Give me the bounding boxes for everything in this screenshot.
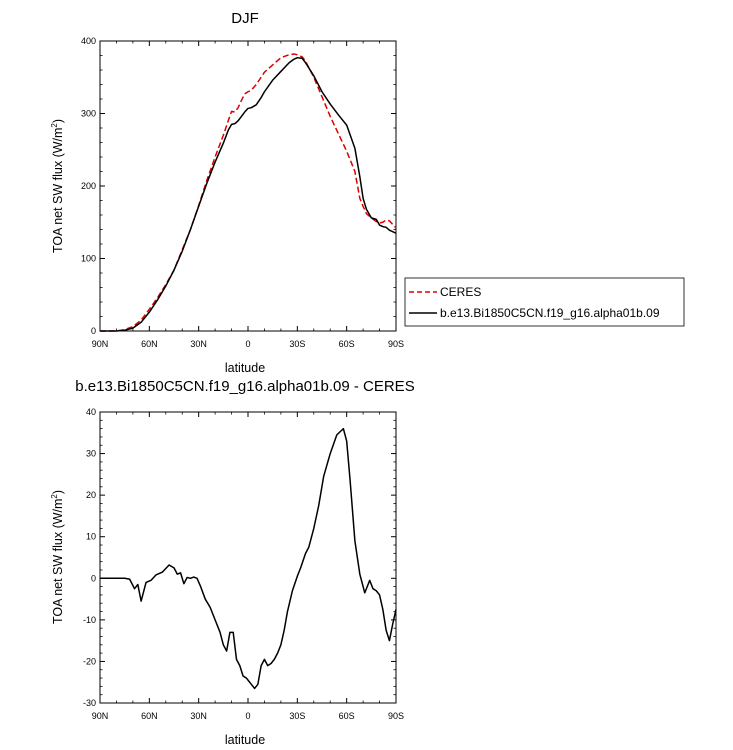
top-x-tick-label: 0 — [245, 339, 250, 349]
top-axis-ticks: 90N 60N 30N 0 30S 60S 90S 0 100 200 300 400 — [81, 36, 404, 349]
bottom-x-tick-label: 60N — [141, 711, 158, 721]
top-x-tick-label: 60S — [339, 339, 355, 349]
top-chart: DJF 90N 60N 30N 0 30S 60S 90S 0 100 200 300 400 lat… — [50, 10, 685, 375]
bottom-y-tick-label: -10 — [83, 615, 96, 625]
top-y-tick-label: 400 — [81, 36, 96, 46]
top-y-axis-label: TOA net SW flux (W/m2) — [50, 119, 65, 253]
top-chart-title: DJF — [231, 10, 259, 27]
bottom-y-axis-label-close: ) — [51, 490, 65, 494]
bottom-y-tick-label: -20 — [83, 656, 96, 666]
bottom-y-tick-label: 10 — [86, 532, 96, 542]
top-y-axis-label-sup: 2 — [50, 123, 59, 128]
top-series-line-1 — [100, 56, 397, 332]
bottom-y-axis-label-main: TOA net SW flux (W/m — [51, 499, 65, 624]
bottom-series-group — [100, 427, 397, 690]
legend-label-ceres: CERES — [440, 285, 481, 299]
top-y-tick-label: 300 — [81, 109, 96, 119]
bottom-x-tick-label: 90N — [92, 711, 109, 721]
bottom-axis-ticks: 90N 60N 30N 0 30S 60S 90S -30 -20 -10 0 10 20 30 40 — [83, 407, 404, 721]
top-y-axis-label-close: ) — [51, 119, 65, 123]
bottom-chart: b.e13.Bi1850C5CN.f19_g16.alpha01b.09 - C… — [50, 378, 415, 747]
top-y-tick-label: 200 — [81, 181, 96, 191]
bottom-x-tick-label: 60S — [339, 711, 355, 721]
top-x-tick-label: 90S — [388, 339, 404, 349]
bottom-y-tick-label: 20 — [86, 490, 96, 500]
top-x-tick-label: 60N — [141, 339, 158, 349]
top-plot-frame — [99, 40, 397, 332]
top-y-axis-label-main: TOA net SW flux (W/m — [51, 128, 65, 253]
bottom-x-tick-label: 0 — [245, 711, 250, 721]
bottom-y-axis-label-sup: 2 — [50, 494, 59, 499]
top-y-tick-label: 100 — [81, 254, 96, 264]
bottom-y-axis-label: TOA net SW flux (W/m2) — [50, 490, 65, 624]
bottom-y-tick-label: 30 — [86, 449, 96, 459]
bottom-y-tick-label: 0 — [91, 573, 96, 583]
legend: CERES b.e13.Bi1850C5CN.f19_g16.alpha01b.… — [404, 277, 685, 327]
top-x-axis-label: latitude — [225, 361, 265, 375]
legend-box — [404, 277, 685, 327]
bottom-y-tick-label: -30 — [83, 698, 96, 708]
top-x-tick-label: 90N — [92, 339, 109, 349]
top-series-line-0 — [100, 53, 397, 332]
bottom-chart-title: b.e13.Bi1850C5CN.f19_g16.alpha01b.09 - C… — [75, 378, 414, 395]
top-y-tick-label: 0 — [91, 326, 96, 336]
top-x-tick-label: 30S — [289, 339, 305, 349]
bottom-plot-frame — [99, 411, 397, 704]
legend-label-model: b.e13.Bi1850C5CN.f19_g16.alpha01b.09 — [440, 306, 660, 320]
top-x-tick-label: 30N — [190, 339, 207, 349]
bottom-x-tick-label: 90S — [388, 711, 404, 721]
bottom-x-axis-label: latitude — [225, 733, 265, 747]
bottom-x-tick-label: 30N — [190, 711, 207, 721]
bottom-series-line-0 — [100, 427, 397, 690]
bottom-x-tick-label: 30S — [289, 711, 305, 721]
top-series-group — [100, 53, 397, 332]
bottom-y-tick-label: 40 — [86, 407, 96, 417]
